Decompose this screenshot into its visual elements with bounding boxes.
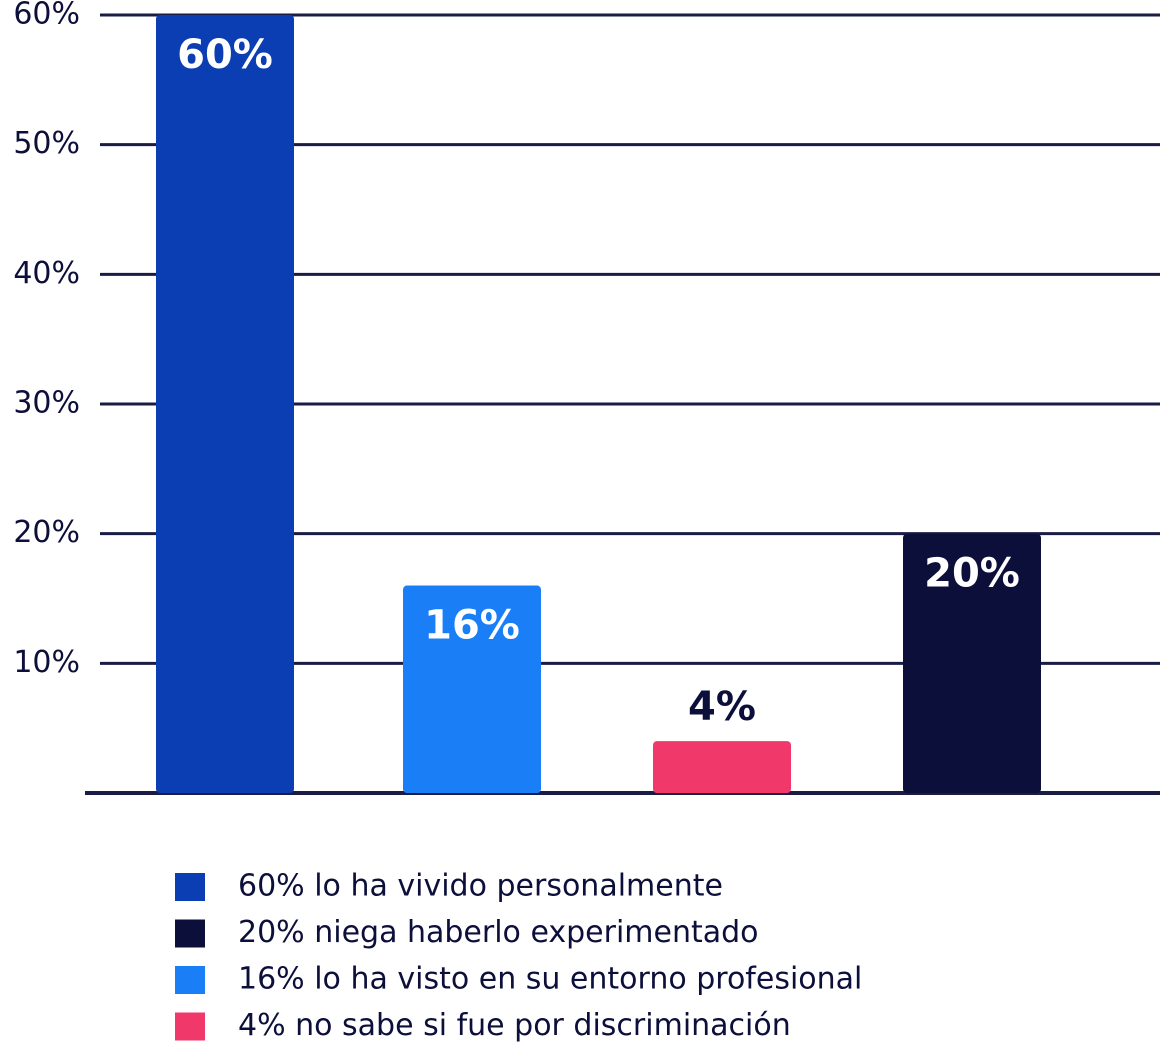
y-tick-label: 50% [13,126,80,161]
legend-label: 60% lo ha vivido personalmente [238,869,723,904]
bar [156,15,294,793]
legend-swatch [175,1012,205,1041]
bar [403,585,541,793]
y-tick-label: 60% [13,0,80,32]
legend-swatch [175,966,205,994]
y-tick-label: 10% [13,645,80,680]
legend-label: 16% lo ha visto en su entorno profesiona… [238,962,862,997]
value-label: 60% [177,32,273,78]
legend-label: 4% no sabe si fue por discriminación [238,1008,791,1043]
value-label: 16% [424,603,520,649]
value-label: 4% [688,684,756,730]
y-tick-label: 30% [13,386,80,421]
legend-swatch [175,919,205,948]
value-label: 20% [924,551,1020,597]
y-tick-label: 20% [13,515,80,550]
bar [903,533,1041,793]
legend-label: 20% niega haberlo experimentado [238,915,759,950]
y-tick-label: 40% [13,256,80,291]
legend-swatch [175,873,205,901]
bar [653,741,791,793]
